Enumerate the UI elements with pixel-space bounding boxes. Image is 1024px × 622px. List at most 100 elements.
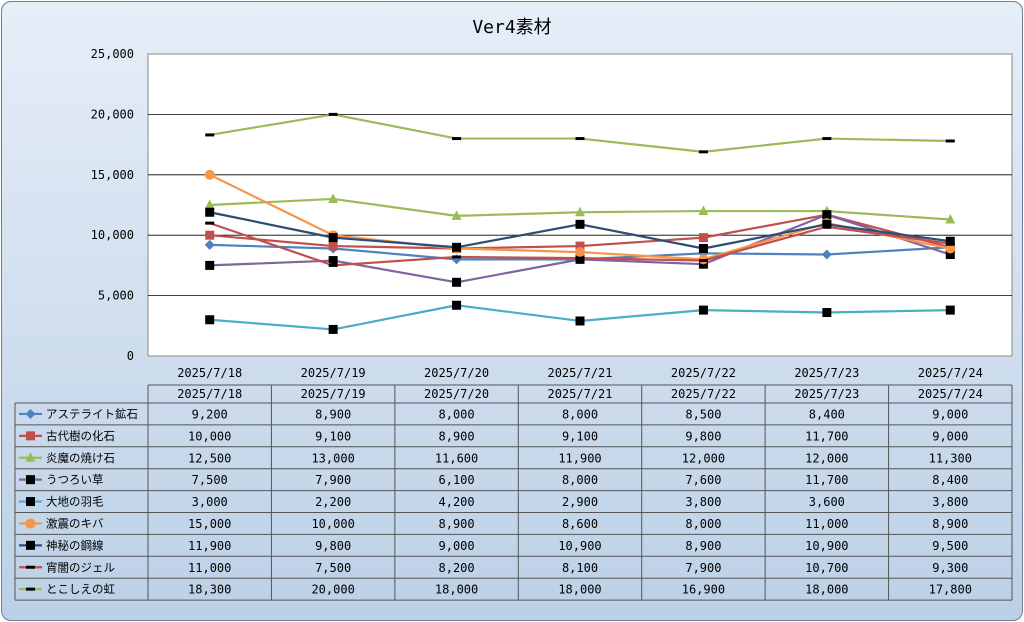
table-cell: 7,900 (685, 561, 721, 575)
data-point (698, 205, 709, 216)
data-point (698, 150, 708, 154)
table-cell: 8,600 (562, 517, 598, 531)
chart-title: Ver4素材 (472, 17, 551, 38)
table-header-cell: 2025/7/19 (301, 387, 366, 401)
table-cell: 9,100 (562, 429, 598, 443)
table-cell: 18,000 (435, 583, 478, 597)
series-7 (205, 207, 955, 253)
data-point (822, 219, 832, 229)
series-8 (205, 221, 955, 267)
table-cell: 9,200 (192, 407, 228, 421)
table-cell: 11,900 (188, 539, 231, 553)
data-point (575, 137, 585, 141)
table-cell: 9,000 (932, 407, 968, 421)
data-point (26, 497, 35, 507)
data-point (945, 236, 955, 246)
data-point (25, 518, 36, 529)
data-point (25, 408, 36, 419)
data-point (575, 247, 585, 258)
series-label: 大地の羽毛 (46, 495, 104, 509)
data-point (452, 300, 462, 310)
table-header-cell: 2025/7/18 (177, 387, 242, 401)
table-cell: 18,000 (558, 583, 601, 597)
x-axis-ticks: 2025/7/18 2025/7/19 2025/7/20 2025/7/21 2025… (177, 366, 983, 380)
series-label: 古代樹の化石 (46, 429, 115, 443)
data-point (822, 137, 832, 141)
y-tick-label: 10,000 (91, 228, 134, 242)
table-cell: 8,900 (932, 517, 968, 531)
series-label: 宵闇のジェル (46, 560, 115, 574)
table-cell: 11,900 (558, 451, 601, 465)
y-tick-label: 15,000 (91, 168, 134, 182)
data-point (328, 241, 338, 251)
data-point (575, 241, 585, 251)
data-point (945, 243, 956, 254)
table-header-cell: 2025/7/24 (918, 387, 983, 401)
table-cell: 18,000 (805, 583, 848, 597)
data-point (698, 233, 708, 243)
table-cell: 3,600 (809, 495, 845, 509)
table-cell: 9,800 (315, 539, 351, 553)
table-cell: 11,700 (805, 473, 848, 487)
table-cell: 11,700 (805, 429, 848, 443)
table-cell: 20,000 (311, 583, 354, 597)
table-cell: 7,600 (685, 473, 721, 487)
data-point (821, 249, 832, 260)
table-header-cell: 2025/7/23 (794, 387, 859, 401)
table-cell: 8,900 (439, 517, 475, 531)
table-cell: 10,000 (188, 429, 231, 443)
table-cell: 8,900 (315, 407, 351, 421)
x-tick-label: 2025/7/22 (671, 366, 736, 380)
legend-key (19, 431, 42, 441)
table-cell: 3,800 (685, 495, 721, 509)
table-cell: 11,600 (435, 451, 478, 465)
table-cell: 16,900 (682, 583, 725, 597)
table-cell: 12,000 (682, 451, 725, 465)
data-point (452, 277, 462, 287)
data-point (575, 316, 585, 326)
table-cell: 8,900 (685, 539, 721, 553)
data-point (25, 452, 36, 462)
x-tick-label: 2025/7/18 (177, 366, 242, 380)
table-cell: 4,200 (439, 495, 475, 509)
table-header-cell: 2025/7/21 (547, 387, 612, 401)
table-cell: 7,500 (192, 473, 228, 487)
data-point (452, 242, 462, 252)
legend-key (19, 565, 42, 569)
data-table: 2025/7/18 2025/7/19 2025/7/20 2025/7/21 2025… (14, 384, 1013, 601)
table-cell: 10,900 (805, 539, 848, 553)
table-cell: 6,100 (439, 473, 475, 487)
table-cell: 8,000 (562, 407, 598, 421)
data-point (26, 540, 35, 550)
y-axis-ticks: 0 5,000 10,000 15,000 20,000 25,000 (91, 47, 134, 363)
table-cell: 8,500 (685, 407, 721, 421)
series-label: とこしえの虹 (46, 582, 115, 596)
x-tick-label: 2025/7/24 (918, 366, 983, 380)
data-point (945, 213, 956, 224)
series-lines (204, 112, 956, 334)
data-point (452, 137, 462, 141)
data-point (575, 256, 585, 260)
data-point (328, 233, 338, 243)
legend-key (19, 587, 42, 591)
table-cell: 3,800 (932, 495, 968, 509)
data-point (26, 431, 35, 441)
y-tick-label: 0 (127, 349, 134, 363)
table-cell: 7,900 (315, 473, 351, 487)
data-point (698, 305, 708, 315)
legend-key (19, 475, 42, 485)
legend-key (19, 540, 42, 550)
legend-key (19, 518, 42, 529)
table-cell: 9,300 (932, 561, 968, 575)
table-cell: 8,000 (562, 473, 598, 487)
table-cell: 18,300 (188, 583, 231, 597)
data-point (26, 475, 35, 485)
data-point (204, 239, 215, 250)
table-cell: 12,000 (805, 451, 848, 465)
y-tick-label: 5,000 (98, 289, 134, 303)
table-cell: 9,800 (685, 429, 721, 443)
data-point (945, 305, 955, 315)
x-tick-label: 2025/7/21 (547, 366, 612, 380)
data-point (205, 133, 215, 137)
data-point (26, 565, 35, 569)
